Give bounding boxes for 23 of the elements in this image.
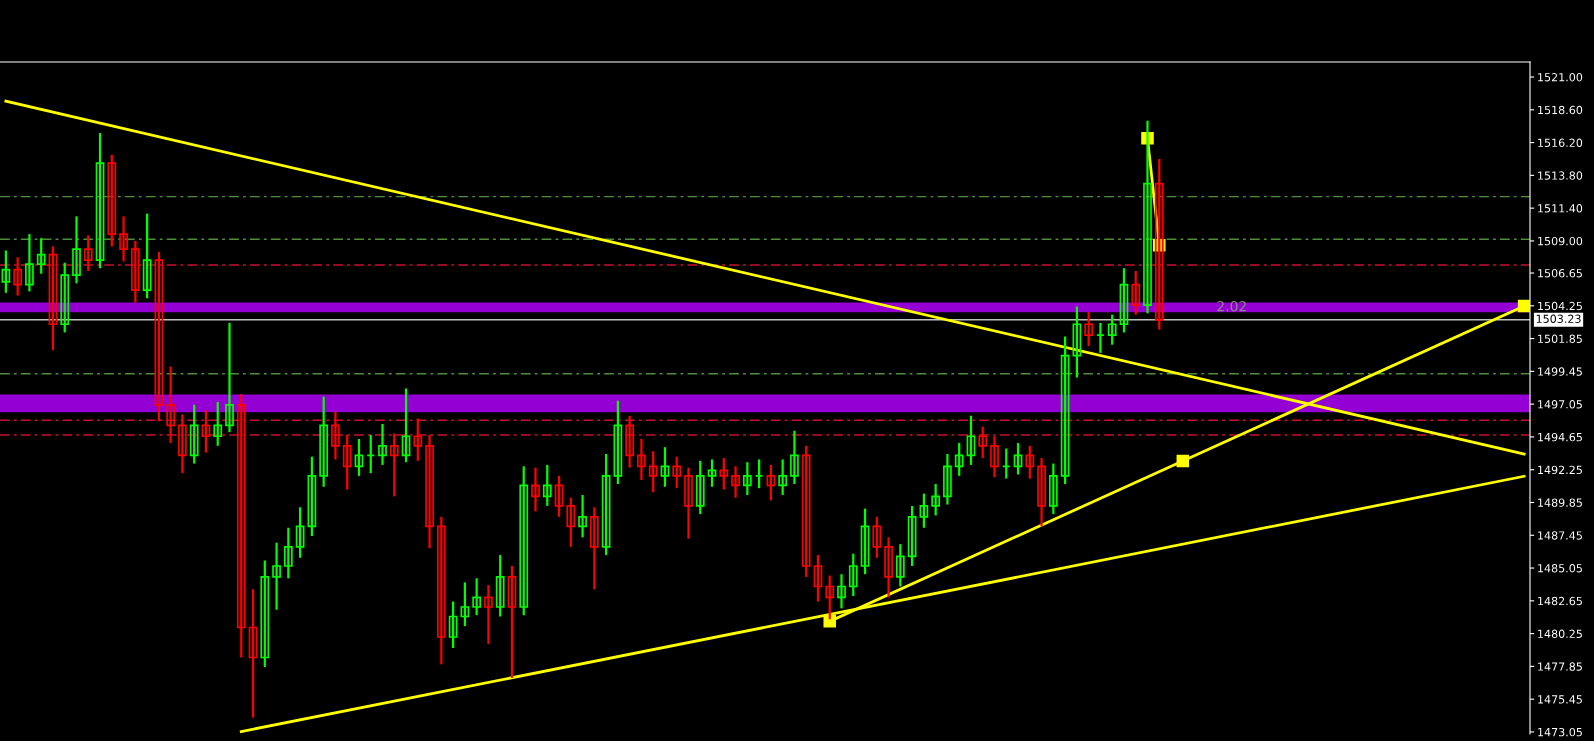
y-tick-label: 1499.45 xyxy=(1538,367,1582,376)
y-tick-label: 1482.65 xyxy=(1538,596,1582,606)
y-tick-label: 1485.05 xyxy=(1538,564,1582,573)
y-tick-label: 1511.40 xyxy=(1538,204,1583,213)
y-tick-label: 1473.05 xyxy=(1538,727,1582,737)
annotation: 2.02 xyxy=(1217,300,1246,312)
ref-line-label: 1503.23 xyxy=(1536,314,1581,323)
y-tick-label: 1501.85 xyxy=(1538,334,1582,343)
y-tick-label: 1489.85 xyxy=(1538,498,1582,507)
y-tick-label: 1477.85 xyxy=(1538,662,1582,671)
y-tick-label: 1504.25 xyxy=(1538,301,1582,311)
y-tick-label: 1480.25 xyxy=(1538,629,1582,638)
y-tick-label: 1509.00 xyxy=(1538,236,1583,246)
y-tick-label: 1513.80 xyxy=(1538,171,1583,180)
y-tick-label: 1497.05 xyxy=(1538,400,1582,409)
y-tick-label: 1492.25 xyxy=(1538,465,1582,475)
y-tick-label: 1487.45 xyxy=(1538,531,1582,540)
y-tick-label: 1475.45 xyxy=(1538,695,1582,704)
y-tick-label: 1506.65 xyxy=(1538,269,1582,278)
y-tick-label: 1516.20 xyxy=(1538,138,1583,147)
y-tick-label: 1518.60 xyxy=(1538,105,1583,115)
y-tick-label: 1494.65 xyxy=(1538,432,1582,442)
y-tick-label: 1521.00 xyxy=(1538,73,1583,82)
